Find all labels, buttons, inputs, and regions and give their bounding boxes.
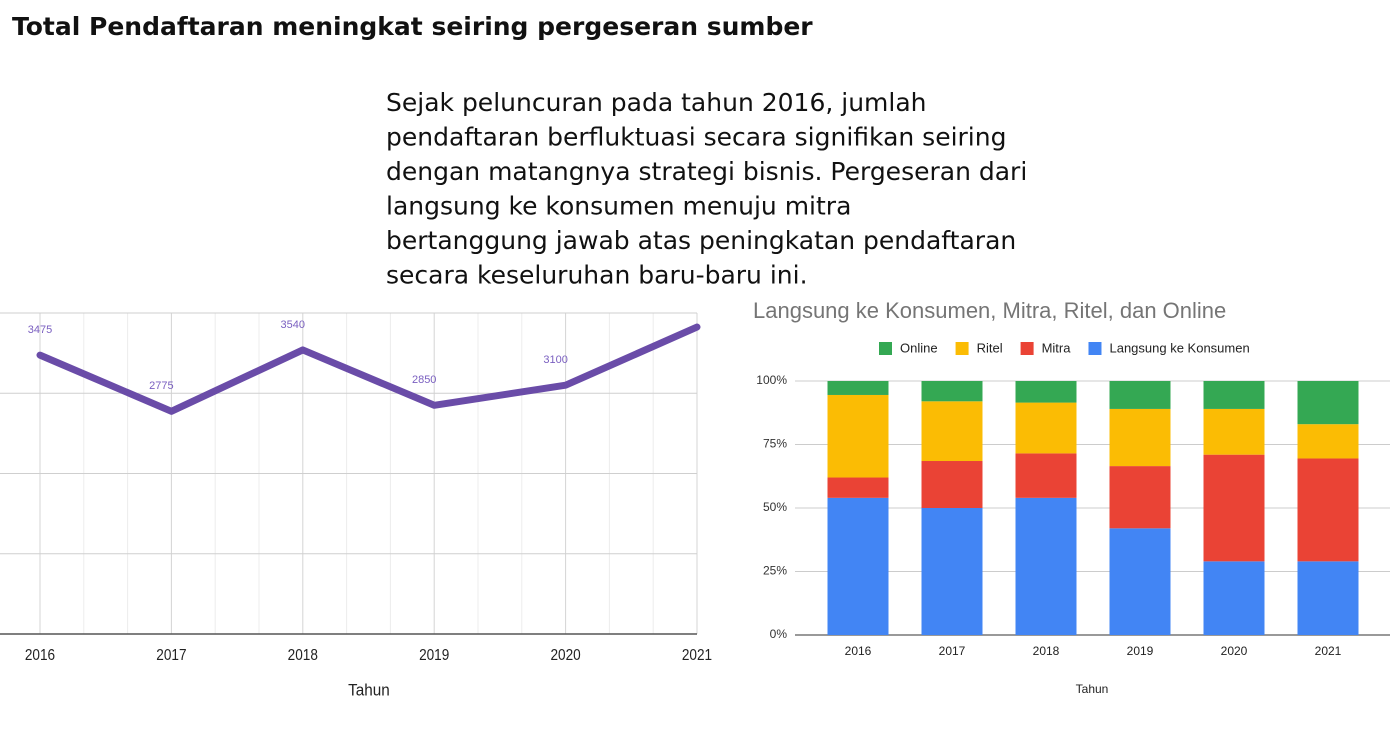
bar-segment bbox=[1015, 497, 1077, 635]
x-axis-label: Tahun bbox=[348, 681, 390, 700]
legend-label: Online bbox=[900, 340, 938, 355]
y-tick-label: 0% bbox=[770, 627, 788, 641]
bar-segment bbox=[1109, 466, 1171, 529]
x-tick-label: 2020 bbox=[1221, 644, 1248, 658]
body-line: Sejak peluncuran pada tahun 2016, jumlah bbox=[386, 88, 927, 117]
x-tick-label: 2018 bbox=[1033, 644, 1060, 658]
y-tick-label: 75% bbox=[763, 437, 787, 451]
legend-label: Ritel bbox=[977, 340, 1003, 355]
body-line: bertanggung jawab atas peningkatan penda… bbox=[386, 226, 1016, 255]
bar-segment bbox=[1297, 458, 1359, 562]
bar-segment bbox=[1203, 561, 1265, 635]
bar-segment bbox=[921, 381, 983, 402]
data-label: 3540 bbox=[281, 319, 305, 331]
data-label: 2850 bbox=[412, 374, 436, 386]
x-tick-label: 2016 bbox=[845, 644, 872, 658]
bar-segment bbox=[1109, 408, 1171, 467]
bar-segment bbox=[1015, 402, 1077, 454]
data-label: 3100 bbox=[543, 354, 567, 366]
legend-swatch bbox=[879, 342, 892, 355]
x-tick-label: 2017 bbox=[939, 644, 966, 658]
x-axis-label: Tahun bbox=[1076, 682, 1109, 696]
bar-segment bbox=[827, 381, 889, 395]
chart-title: Langsung ke Konsumen, Mitra, Ritel, dan … bbox=[753, 298, 1226, 323]
bar-segment bbox=[827, 477, 889, 498]
bar-segment bbox=[1109, 528, 1171, 635]
x-tick-label: 2020 bbox=[550, 647, 580, 664]
x-tick-label: 2017 bbox=[156, 647, 186, 664]
bar-segment bbox=[1109, 381, 1171, 409]
bar-segment bbox=[921, 508, 983, 635]
legend-label: Langsung ke Konsumen bbox=[1109, 340, 1249, 355]
slide-title: Total Pendaftaran meningkat seiring perg… bbox=[12, 12, 813, 41]
data-label: 2775 bbox=[149, 380, 173, 392]
bar-segment bbox=[921, 461, 983, 508]
legend-label: Mitra bbox=[1042, 340, 1072, 355]
legend-swatch bbox=[1020, 342, 1034, 355]
y-tick-label: 50% bbox=[763, 500, 787, 514]
body-line: dengan matangnya strategi bisnis. Perges… bbox=[386, 157, 1027, 186]
bar-segment bbox=[1203, 408, 1265, 455]
bar-segment bbox=[1297, 381, 1359, 425]
bar-segment bbox=[921, 401, 983, 462]
bar-segment bbox=[827, 394, 889, 478]
x-tick-label: 2019 bbox=[419, 647, 449, 664]
x-tick-label: 2016 bbox=[25, 647, 55, 664]
y-tick-label: 100% bbox=[756, 373, 787, 387]
body-line: secara keseluruhan baru-baru ini. bbox=[386, 261, 808, 290]
body-line: langsung ke konsumen menuju mitra bbox=[386, 192, 851, 221]
bar-segment bbox=[1015, 453, 1077, 498]
legend-swatch bbox=[1088, 342, 1102, 355]
x-tick-label: 2021 bbox=[682, 647, 712, 664]
bar-segment bbox=[1203, 381, 1265, 409]
y-tick-label: 25% bbox=[763, 564, 787, 578]
x-tick-label: 2018 bbox=[288, 647, 318, 664]
legend-swatch bbox=[955, 342, 969, 355]
bar-segment bbox=[1297, 424, 1359, 459]
x-tick-label: 2021 bbox=[1315, 644, 1342, 658]
bar-segment bbox=[1297, 561, 1359, 635]
bar-segment bbox=[1015, 381, 1077, 403]
body-line: pendaftaran berfluktuasi secara signifik… bbox=[386, 123, 1006, 152]
data-label: 3475 bbox=[28, 324, 52, 336]
bar-segment bbox=[1203, 454, 1265, 562]
line-series bbox=[36, 323, 701, 415]
x-tick-label: 2019 bbox=[1127, 644, 1154, 658]
bar-segment bbox=[827, 497, 889, 635]
